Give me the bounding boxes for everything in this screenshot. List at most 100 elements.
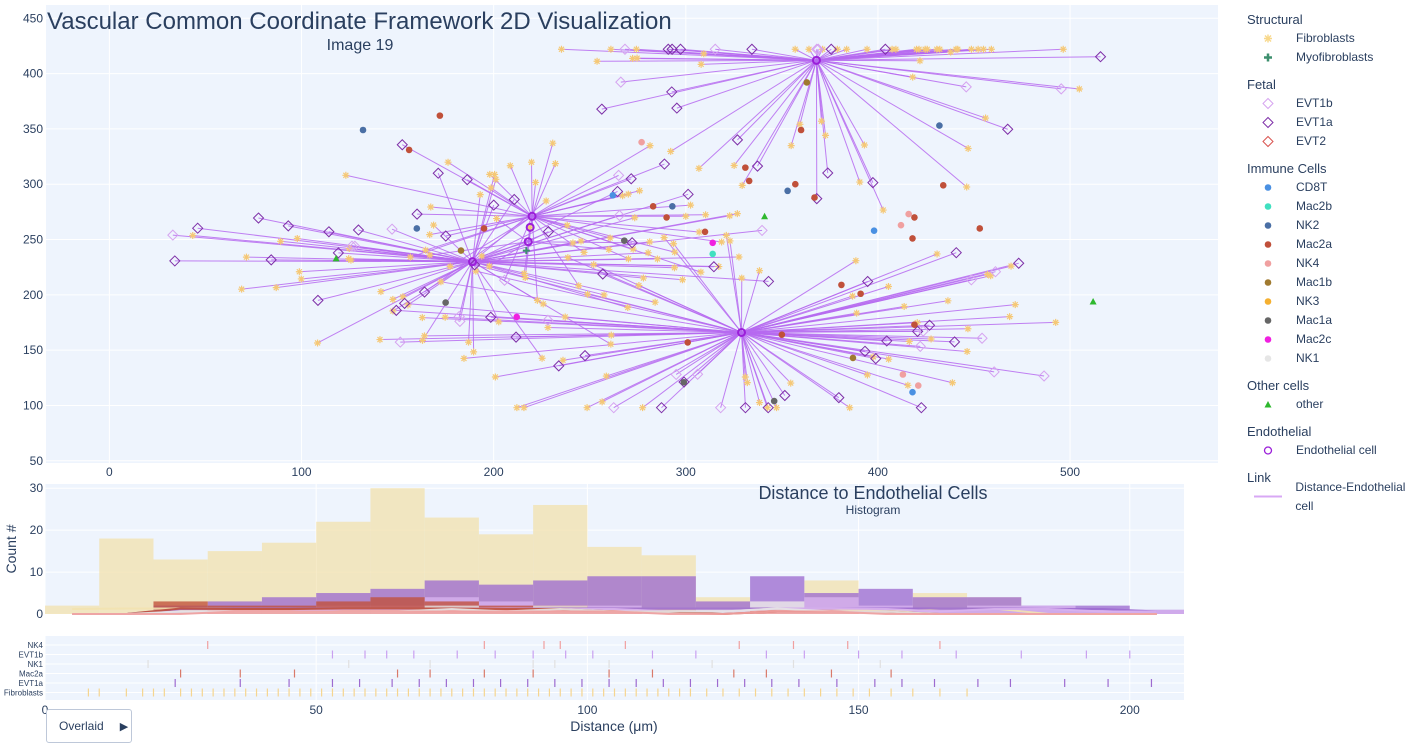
fibroblast-marker — [756, 399, 764, 407]
fibroblast-marker — [646, 238, 654, 246]
immune-cell-marker — [413, 225, 421, 232]
distance-link — [816, 60, 865, 146]
fibroblast-marker — [422, 246, 430, 254]
fibroblast-marker — [763, 404, 771, 412]
distance-link — [437, 173, 473, 262]
evt-marker — [468, 259, 481, 271]
legend-group: Other cells other — [1240, 376, 1424, 414]
overlaid-button[interactable]: Overlaid ▶ — [46, 709, 132, 743]
fibroblast-marker — [646, 142, 654, 150]
distance-link — [670, 59, 817, 152]
fibroblast-marker — [651, 298, 659, 306]
fibroblast-marker — [189, 232, 197, 240]
other-cell-marker — [332, 254, 340, 262]
fibroblast-marker — [818, 117, 826, 125]
legend-item[interactable]: EVT1b — [1240, 94, 1424, 113]
immune-cell-marker — [838, 281, 845, 289]
immune-cell-marker — [405, 146, 413, 154]
evt-marker — [498, 274, 511, 286]
legend-item[interactable]: Myofibroblasts — [1240, 48, 1424, 67]
fibroblast-marker — [532, 178, 540, 186]
endothelial-cell-marker — [525, 222, 535, 232]
distance-link — [741, 331, 953, 384]
evt-marker — [662, 43, 674, 55]
legend-item[interactable]: NK4 — [1240, 254, 1424, 273]
hist-y-tick-label: 30 — [30, 481, 44, 495]
fibroblast-marker — [722, 231, 730, 239]
fibroblast-marker — [791, 45, 799, 53]
circle-icon — [1254, 330, 1282, 349]
fibroblast-marker — [430, 221, 438, 229]
fibroblast-marker — [679, 276, 687, 284]
fibroblast-marker — [607, 340, 615, 348]
immune-cell-marker — [684, 339, 692, 346]
legend-group-title: Link — [1247, 470, 1271, 485]
distance-link — [528, 241, 609, 250]
scatter-y-tick-label: 150 — [23, 343, 43, 357]
main-title: Vascular Common Coordinate Framework 2D … — [47, 8, 672, 35]
legend-item[interactable]: CD8T — [1240, 178, 1424, 197]
immune-cell-marker — [436, 112, 444, 119]
fibroblast-markers — [189, 45, 1083, 412]
fibroblast-marker — [437, 278, 445, 286]
rug-row-label: Mac2a — [19, 670, 44, 679]
fibroblast-marker — [295, 268, 303, 276]
legend-item[interactable]: Mac2c — [1240, 330, 1424, 349]
fibroblast-marker — [544, 324, 552, 332]
fibroblast-marker — [726, 237, 734, 245]
evt-marker — [454, 315, 466, 328]
immune-cell-marker — [939, 182, 947, 189]
fibroblast-marker — [441, 313, 449, 321]
immune-cell-marker — [909, 235, 916, 242]
distance-link — [489, 174, 533, 217]
fibroblast-marker — [377, 288, 385, 296]
evt-marker — [682, 188, 694, 201]
fibroblast-marker — [470, 348, 478, 356]
fibroblast-marker — [376, 336, 384, 344]
legend-item[interactable]: Mac2a — [1240, 235, 1424, 254]
distance-link — [430, 206, 533, 217]
fibroblast-marker — [460, 354, 468, 362]
evt-markers — [167, 43, 1107, 414]
evt-marker — [488, 199, 500, 211]
hist-y-tick-label: 10 — [30, 565, 44, 579]
fibroblast-marker — [741, 373, 749, 381]
fibroblast-marker — [738, 181, 746, 189]
distance-link — [815, 60, 874, 183]
legend-item[interactable]: Fibroblasts — [1240, 29, 1424, 48]
distance-link — [698, 59, 817, 169]
legend-item[interactable]: EVT1a — [1240, 113, 1424, 132]
legend-item[interactable]: NK3 — [1240, 292, 1424, 311]
legend-item[interactable]: Mac1a — [1240, 311, 1424, 330]
evt-marker — [579, 349, 591, 362]
legend-item[interactable]: other — [1240, 395, 1424, 414]
fibroblast-marker — [607, 331, 615, 339]
legend-item[interactable]: Mac1b — [1240, 273, 1424, 292]
distance-link — [402, 144, 533, 217]
evt-marker — [608, 401, 620, 414]
distance-link — [449, 215, 533, 267]
scatter-x-tick-label: 100 — [292, 465, 312, 479]
legend-item[interactable]: Mac2b — [1240, 197, 1424, 216]
fibroblast-marker — [987, 272, 995, 280]
distance-link — [737, 59, 817, 141]
evt-marker — [870, 352, 882, 365]
legend-item[interactable]: Endothelial cell — [1240, 441, 1424, 460]
legend-item-label: other — [1296, 397, 1324, 411]
legend-item[interactable]: Distance-Endothelial cell — [1240, 480, 1424, 513]
legend-item[interactable]: NK2 — [1240, 216, 1424, 235]
immune-cell-marker — [976, 225, 984, 232]
fibroblast-marker — [624, 304, 632, 312]
circle-open-icon — [1254, 441, 1282, 460]
legend-item[interactable]: NK1 — [1240, 349, 1424, 368]
scatter-y-tick-label: 350 — [23, 122, 43, 136]
main-subtitle: Image 19 — [327, 37, 394, 54]
fibroblast-marker — [639, 404, 647, 412]
immune-cell-marker — [778, 331, 786, 338]
legend-item[interactable]: EVT2 — [1240, 132, 1424, 151]
evt-marker — [811, 43, 823, 55]
distance-link — [697, 332, 742, 375]
fibroblast-marker — [860, 141, 868, 149]
legend-item-label: Mac2b — [1296, 199, 1333, 213]
